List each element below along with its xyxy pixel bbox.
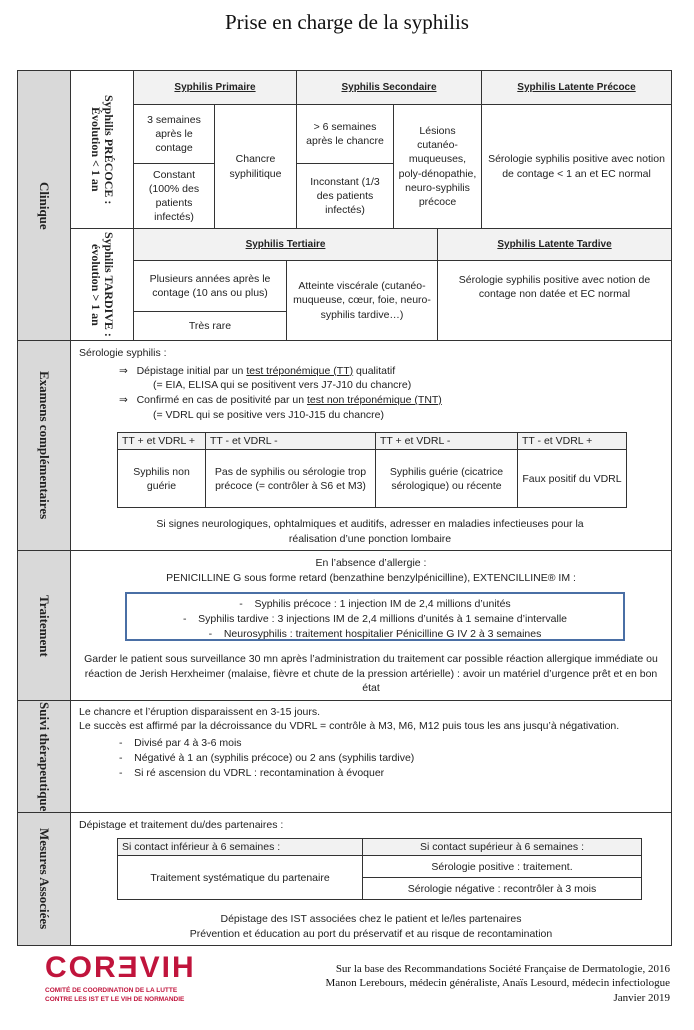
primaire-signe: Chancre syphilitique [214, 104, 297, 229]
posologie-box: - Syphilis précoce : 1 injection IM de 2… [125, 592, 625, 641]
header-secondaire: Syphilis Secondaire [296, 70, 482, 105]
l2-underlined: test non tréponémique (TNT) [307, 394, 442, 407]
precoce-label: Syphilis PRÉCOCE : Évolution < 1 an [70, 70, 134, 229]
mesures-note-2: Prévention et éducation au port du prése… [189, 927, 553, 940]
serologie-header: TT + et VDRL - [375, 431, 518, 451]
arrow-icon: ⇒ [119, 364, 128, 377]
serologie-header: TT - et VDRL + [517, 431, 627, 451]
mesures-intro: Dépistage et traitement du/des partenair… [79, 819, 284, 831]
l1-sub: (= EIA, ELISA qui se positivent vers J7-… [153, 379, 412, 392]
mesures-notes: Dépistage des IST associées chez le pati… [70, 912, 672, 941]
serologie-table: TT + et VDRL + TT - et VDRL - TT + et VD… [117, 431, 627, 509]
header-latente-precoce: Syphilis Latente Précoce [481, 70, 672, 105]
latente-tardive-text: Sérologie syphilis positive avec notion … [437, 260, 672, 341]
traitement-note: Garder le patient sous surveillance 30 m… [84, 653, 658, 695]
section-label-traitement: Traitement [17, 550, 71, 701]
header-latente-tardive: Syphilis Latente Tardive [437, 228, 672, 261]
secondaire-delai: > 6 semaines après le chancre [296, 104, 394, 164]
section-label-mesures: Mesures Associées [17, 812, 71, 946]
suivi-item: - Divisé par 4 à 3-6 mois [119, 737, 242, 750]
logo-wordmark: CORƎVIH [45, 951, 196, 984]
partenaires-table: Si contact inférieur à 6 semaines : Si c… [117, 837, 642, 901]
posologie-item: - Syphilis tardive : 3 injections IM de … [182, 613, 568, 626]
posologie-item: - Syphilis précoce : 1 injection IM de 2… [239, 598, 511, 610]
footer-line-1: Sur la base des Recommandations Société … [335, 963, 670, 975]
page-title: Prise en charge de la syphilis [225, 10, 469, 34]
tertiaire-delai: Plusieurs années après le contage (10 an… [133, 260, 287, 312]
serologie-cell: Faux positif du VDRL [517, 449, 627, 509]
mesures-note-1: Dépistage des IST associées chez le pati… [220, 913, 522, 925]
secondaire-frequence: Inconstant (1/3 des patients infectés) [296, 163, 394, 229]
serologie-cell: Syphilis guérie (cicatrice sérologique) … [375, 449, 518, 509]
suivi-list: - Divisé par 4 à 3-6 mois - Négativé à 1… [79, 737, 663, 780]
arrow-icon: ⇒ [119, 394, 128, 407]
suivi-line-1: Le chancre et l’éruption disparaissent e… [79, 706, 321, 718]
traitement-line-1: En l’absence d’allergie : [315, 557, 427, 569]
l1-underlined: test tréponémique (TT) [246, 364, 354, 377]
l1-text: Dépistage initial par un [136, 364, 247, 377]
suivi-line-2: Le succès est affirmé par la décroissanc… [79, 719, 620, 732]
header-primaire: Syphilis Primaire [133, 70, 297, 105]
examens-section: Sérologie syphilis : ⇒ Dépistage initial… [70, 340, 672, 551]
serologie-cell: Pas de syphilis ou sérologie trop précoc… [205, 449, 376, 509]
secondaire-signe: Lésions cutanéo-muqueuses, poly-dénopath… [393, 104, 482, 229]
section-label-suivi: Suivi thérapeutique [17, 700, 71, 813]
serologie-header: TT + et VDRL + [117, 431, 206, 451]
l1-post: qualitatif [353, 364, 396, 377]
posologie-item: - Neurosyphilis : traitement hospitalier… [208, 628, 542, 641]
l2-text: Confirmé en cas de positivité par un [136, 394, 307, 407]
tertiaire-frequence: Très rare [133, 311, 287, 341]
partenaires-cell: Sérologie négative : recontrôler à 3 moi… [362, 877, 642, 901]
l2-sub: (= VDRL qui se positive vers J10-J15 du … [153, 408, 385, 421]
suivi-item: - Négativé à 1 an (syphilis précoce) ou … [119, 751, 415, 764]
examens-note: Si signes neurologiques, ophtalmiques et… [156, 518, 584, 545]
primaire-delai: 3 semaines après le contage [133, 104, 215, 164]
examens-intro: Sérologie syphilis : [79, 347, 167, 359]
serologie-cell: Syphilis non guérie [117, 449, 206, 509]
logo-subtitle-2: CONTRE LES IST ET LE VIH DE NORMANDIE [45, 996, 185, 1004]
section-label-examens: Examens complémentaires [17, 340, 71, 551]
footer-date: Janvier 2019 [613, 991, 670, 1004]
partenaires-cell: Sérologie positive : traitement. [362, 855, 642, 879]
partenaires-header: Si contact inférieur à 6 semaines : [117, 837, 363, 857]
examens-line-2: ⇒ Confirmé en cas de positivité par un t… [79, 393, 663, 422]
latente-precoce-text: Sérologie syphilis positive avec notion … [481, 104, 672, 229]
corevih-logo: CORƎVIH COMITÉ DE COORDINATION DE LA LUT… [45, 953, 215, 1004]
traitement-line-2: PENICILLINE G sous forme retard (benzath… [166, 571, 576, 584]
examens-line-1: ⇒ Dépistage initial par un test tréponém… [79, 364, 663, 393]
header-tertiaire: Syphilis Tertiaire [133, 228, 438, 261]
partenaires-cell: Traitement systématique du partenaire [117, 855, 363, 901]
suivi-section: Le chancre et l’éruption disparaissent e… [70, 700, 672, 813]
serologie-header: TT - et VDRL - [205, 431, 376, 451]
logo-subtitle-1: COMITÉ DE COORDINATION DE LA LUTTE [45, 987, 178, 994]
mesures-section: Dépistage et traitement du/des partenair… [70, 812, 672, 946]
tardive-label: Syphilis TARDIVE : évolution > 1 an [70, 228, 134, 341]
footer-line-2: Manon Lerebours, médecin généraliste, An… [325, 977, 670, 990]
primaire-frequence: Constant (100% des patients infectés) [133, 163, 215, 229]
tertiaire-signe: Atteinte viscérale (cutanéo-muqueuse, cœ… [286, 260, 438, 341]
suivi-item: - Si ré ascension du VDRL : recontaminat… [119, 766, 385, 779]
footer-credits: Sur la base des Recommandations Société … [250, 962, 670, 1005]
section-label-clinique: Clinique [17, 70, 71, 341]
partenaires-header: Si contact supérieur à 6 semaines : [362, 837, 642, 857]
